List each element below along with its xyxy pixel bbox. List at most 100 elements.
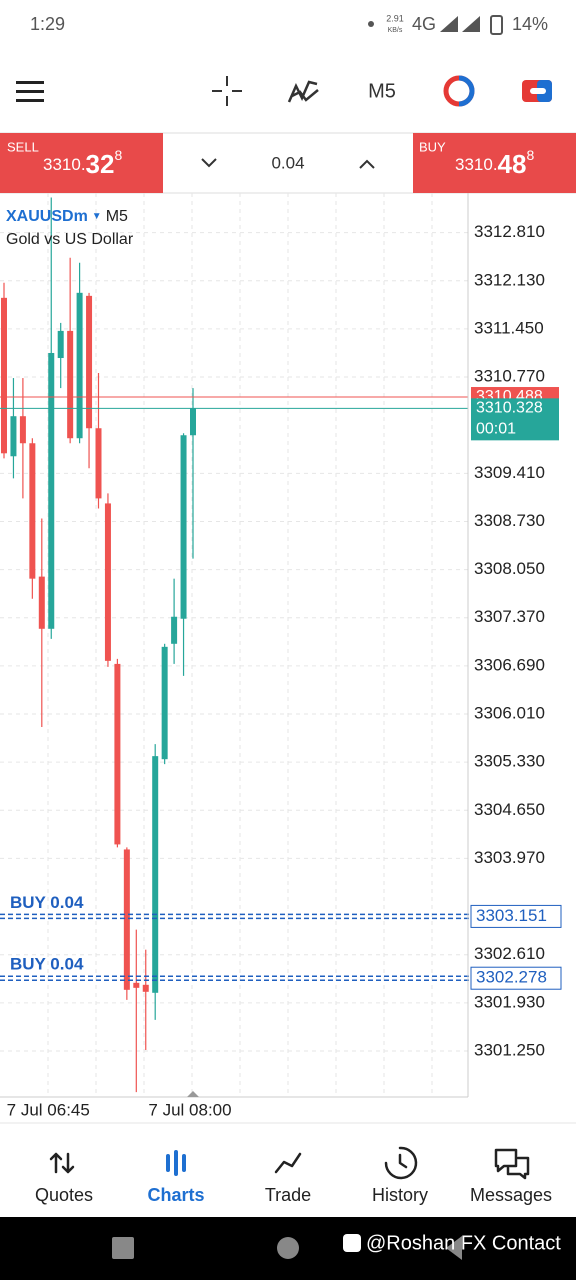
- nav-icon: [166, 1150, 186, 1176]
- candle-body: [86, 295, 93, 429]
- order-price-box: [470, 966, 562, 990]
- buy-background: [413, 133, 576, 193]
- sell-background: [0, 133, 163, 193]
- candle-body: [161, 646, 168, 760]
- grid: [0, 193, 468, 1097]
- nav-icon: [384, 1146, 418, 1180]
- candle-body: [57, 330, 64, 359]
- candle-body: [142, 984, 149, 992]
- nav-label: History: [372, 1185, 428, 1205]
- candle-body: [180, 435, 187, 619]
- battery-icon: [490, 15, 503, 35]
- candle-body: [152, 756, 159, 993]
- status-dot: [368, 21, 374, 27]
- y-tick-label: 3309.410: [474, 463, 545, 482]
- bottom-nav: Quotes Charts Trade History Messages: [35, 1146, 552, 1205]
- order-price-label: 3303.151: [476, 906, 547, 925]
- nav-item[interactable]: History: [372, 1146, 428, 1205]
- candle-body: [48, 352, 55, 629]
- y-tick-label: 3312.130: [474, 270, 545, 289]
- order-label: BUY 0.04: [10, 893, 84, 912]
- y-tick-label: 3303.970: [474, 848, 545, 867]
- nav-item[interactable]: Trade: [265, 1152, 311, 1205]
- y-tick-label: 3304.650: [474, 800, 545, 819]
- sell-label: SELL: [7, 139, 39, 154]
- order-label: BUY 0.04: [10, 955, 84, 974]
- candle-body: [133, 982, 140, 988]
- nav-icon: [49, 1152, 75, 1174]
- trade-button[interactable]: [522, 80, 552, 102]
- buy-price: 3310.488: [455, 147, 534, 179]
- symbol-dropdown[interactable]: ▼: [92, 211, 102, 222]
- y-tick-label: 3312.810: [474, 222, 545, 241]
- candle-body: [114, 663, 121, 845]
- objects-button[interactable]: [443, 75, 475, 107]
- candle-body: [29, 443, 36, 579]
- volume-up[interactable]: [359, 159, 375, 169]
- x-tick-label: 7 Jul 08:00: [148, 1100, 231, 1119]
- recents-button[interactable]: [112, 1237, 134, 1259]
- battery-level: 14%: [512, 14, 548, 34]
- nav-label: Quotes: [35, 1185, 93, 1205]
- buy-button[interactable]: BUY 3310.488: [413, 133, 576, 193]
- back-button[interactable]: [446, 1236, 462, 1260]
- menu-bar: [16, 99, 44, 102]
- buy-price-sup: 8: [526, 147, 534, 163]
- menu-bar: [16, 90, 44, 93]
- signal-icon: [440, 16, 458, 32]
- candle-body: [95, 428, 102, 499]
- candle-body: [190, 408, 196, 436]
- volume-down[interactable]: [201, 158, 217, 168]
- symbol-name: XAUUSDm: [6, 208, 88, 225]
- signal-icon: [462, 16, 480, 32]
- candle-body: [10, 416, 17, 457]
- y-tick-label: 3306.010: [474, 704, 545, 723]
- y-tick-label: 3308.730: [474, 511, 545, 530]
- chart-timeframe: M5: [106, 208, 128, 225]
- nav-icon: [274, 1152, 302, 1174]
- sell-price-big: 32: [86, 149, 115, 179]
- time-marker: [187, 1091, 199, 1097]
- timeframe-button[interactable]: M5: [368, 80, 396, 102]
- indicators-button[interactable]: [287, 80, 319, 103]
- crosshair-button[interactable]: [212, 76, 242, 106]
- bid-label-box: [471, 398, 559, 441]
- y-tick-label: 3306.690: [474, 655, 545, 674]
- sell-price-main: 3310.: [43, 155, 86, 174]
- menu-bar: [16, 81, 44, 84]
- y-tick-label: 3301.930: [474, 992, 545, 1011]
- sell-price-sup: 8: [114, 147, 122, 163]
- nav-icon: [494, 1148, 530, 1180]
- net-speed: 2.91: [386, 13, 404, 23]
- y-tick-label: 3305.330: [474, 752, 545, 771]
- sell-button[interactable]: SELL 3310.328: [0, 133, 163, 193]
- menu-button[interactable]: [16, 81, 44, 102]
- candle-body: [171, 616, 178, 644]
- objects-icon: [458, 75, 475, 107]
- candle-body: [1, 297, 7, 454]
- nav-item[interactable]: Quotes: [35, 1152, 93, 1205]
- bid-countdown: 00:01: [476, 421, 516, 438]
- buy-price-main: 3310.: [455, 155, 498, 174]
- volume-value[interactable]: 0.04: [271, 153, 304, 172]
- sell-price: 3310.328: [43, 147, 122, 179]
- watermark: @Roshan FX Contact: [366, 1232, 561, 1254]
- order-price-box: [470, 904, 562, 928]
- x-tick-label: 7 Jul 06:45: [7, 1100, 90, 1119]
- net-unit: KB/s: [388, 27, 403, 34]
- home-button[interactable]: [277, 1237, 299, 1259]
- y-tick-label: 3302.610: [474, 944, 545, 963]
- chart-symbol: XAUUSDm ▼ M5: [6, 208, 128, 225]
- watermark-icon: [343, 1234, 361, 1252]
- bid-label: 3310.328: [476, 400, 543, 417]
- y-tick-label: 3308.050: [474, 559, 545, 578]
- nav-item[interactable]: Messages: [470, 1148, 552, 1205]
- candle-body: [67, 330, 74, 439]
- nav-label: Charts: [147, 1185, 204, 1205]
- y-tick-label: 3310.770: [474, 367, 545, 386]
- network-type: 4G: [412, 14, 436, 34]
- nav-label: Messages: [470, 1185, 552, 1205]
- y-tick-label: 3311.450: [474, 318, 544, 337]
- nav-item[interactable]: Charts: [147, 1150, 205, 1205]
